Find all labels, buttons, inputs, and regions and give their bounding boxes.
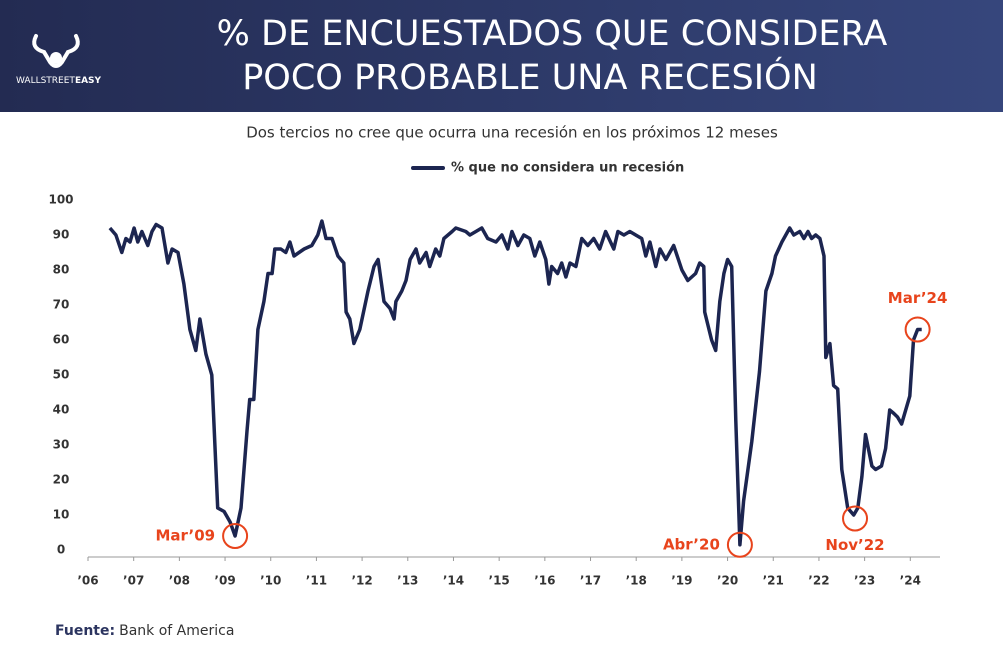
- title-line: POCO PROBABLE UNA RECESIÓN: [242, 56, 818, 98]
- legend-label: % que no considera un recesión: [451, 161, 684, 176]
- annotation-circle: [904, 316, 931, 343]
- annotation-label: Abr’20: [663, 535, 720, 553]
- annotation-label: Mar’24: [888, 289, 948, 307]
- x-tick-label: ’08: [169, 574, 190, 588]
- x-tick-label: ’20: [717, 574, 738, 588]
- y-tick-label: 60: [53, 333, 70, 347]
- x-tick-label: ’11: [306, 574, 327, 588]
- y-tick-label: 50: [53, 368, 70, 382]
- x-tick-label: ’19: [671, 574, 692, 588]
- logo-text: WALLSTREETEASY: [16, 76, 102, 86]
- x-tick-label: ’07: [123, 574, 144, 588]
- annotation-circle: [842, 505, 869, 532]
- x-tick-label: ’22: [808, 574, 829, 588]
- y-tick-label: 90: [53, 228, 70, 242]
- y-tick-label: 100: [48, 193, 73, 207]
- source: Fuente: Bank of America: [55, 623, 234, 639]
- y-tick-label: 10: [53, 508, 70, 522]
- x-tick-label: ’12: [351, 574, 372, 588]
- x-tick-label: ’15: [489, 574, 510, 588]
- y-tick-label: 80: [53, 263, 70, 277]
- x-tick-label: ’06: [77, 574, 98, 588]
- x-tick-label: ’16: [534, 574, 555, 588]
- x-tick-label: ’21: [763, 574, 784, 588]
- y-tick-label: 40: [53, 403, 70, 417]
- y-tick-label: 0: [57, 543, 65, 557]
- x-tick-label: ’24: [900, 574, 921, 588]
- x-tick-label: ’23: [854, 574, 875, 588]
- annotation-circle: [222, 523, 249, 549]
- x-tick-label: ’10: [260, 574, 281, 588]
- annotation-circle: [726, 531, 753, 558]
- x-tick-label: ’18: [626, 574, 647, 588]
- plot: 0 10 20 30 40 50 60 70 80 90 100 ’06 ’07 ’08 ’09 ’10 ’11…: [48, 161, 947, 588]
- y-tick-label: 20: [53, 473, 70, 487]
- x-tick-label: ’14: [443, 574, 464, 588]
- title-line: % DE ENCUESTADOS QUE CONSIDERA: [217, 14, 888, 54]
- x-tick-label: ’13: [397, 574, 418, 588]
- y-tick-label: 30: [53, 438, 70, 452]
- annotation-label: Nov’22: [825, 536, 884, 554]
- logo-icon: [32, 34, 80, 68]
- header-band: [0, 0, 1003, 112]
- series-line: [108, 219, 922, 547]
- y-tick-label: 70: [53, 298, 70, 312]
- subtitle: Dos tercios no cree que ocurra una reces…: [246, 124, 778, 142]
- annotation-label: Mar’09: [155, 527, 215, 545]
- x-tick-label: ’09: [214, 574, 235, 588]
- x-tick-label: ’17: [580, 574, 601, 588]
